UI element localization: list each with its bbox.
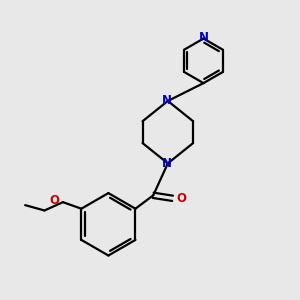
Text: O: O <box>50 194 59 207</box>
Text: O: O <box>176 192 186 205</box>
Text: N: N <box>162 94 172 107</box>
Text: N: N <box>199 31 208 44</box>
Text: N: N <box>162 157 172 170</box>
